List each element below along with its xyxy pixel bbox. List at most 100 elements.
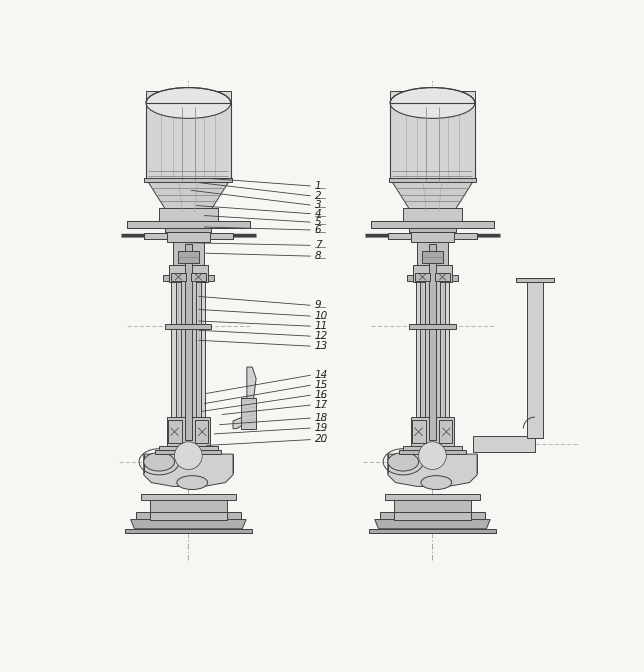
Text: 13: 13 [315,341,328,351]
Bar [390,103,475,182]
Bar [394,512,471,519]
Text: 12: 12 [315,331,328,341]
Bar [194,420,209,444]
Bar [171,273,186,281]
Circle shape [419,442,446,470]
Text: 17: 17 [315,400,328,410]
Bar [127,221,250,228]
Polygon shape [388,454,477,487]
Text: 1: 1 [315,181,321,191]
Bar [176,282,201,417]
Text: 11: 11 [315,321,328,331]
Text: 10: 10 [315,311,328,321]
Text: 2: 2 [315,191,321,201]
Text: 18: 18 [315,413,328,423]
Text: 8: 8 [315,251,321,261]
Bar [425,275,440,425]
Bar [155,450,222,454]
Bar [388,177,477,182]
Bar [166,228,211,232]
Bar [439,420,453,444]
Bar [390,91,475,182]
Bar [168,420,182,444]
Bar [403,446,462,450]
Bar [473,436,535,452]
Polygon shape [144,454,233,487]
Bar [181,275,196,425]
Bar [159,208,218,221]
Bar [417,243,448,265]
Bar [403,208,462,221]
Ellipse shape [421,476,451,489]
Bar [371,221,494,228]
Bar [173,243,204,265]
Bar [167,232,210,243]
Bar [150,512,227,519]
Bar [516,278,554,282]
Bar [527,282,542,438]
Bar [415,282,450,417]
Text: 4: 4 [315,209,321,219]
Bar [140,494,236,500]
Bar [429,244,436,440]
Bar [167,417,210,446]
Text: 7: 7 [315,241,321,251]
Ellipse shape [146,87,231,118]
Polygon shape [131,519,246,529]
Bar [412,420,426,444]
Bar [407,275,413,281]
Bar [380,512,485,519]
Text: 5: 5 [315,217,321,227]
Bar [420,282,445,417]
Bar [144,233,167,239]
Text: 15: 15 [315,380,328,390]
Bar [413,265,451,282]
Text: 3: 3 [315,200,321,210]
Bar [394,500,471,512]
Bar [159,446,218,450]
Text: 6: 6 [315,225,321,235]
Text: 9: 9 [315,300,321,310]
Polygon shape [375,519,490,529]
Bar [410,228,455,232]
Bar [146,91,231,182]
Bar [411,417,454,446]
Text: 14: 14 [315,370,328,380]
Bar [171,282,205,417]
Text: 16: 16 [315,390,328,400]
Bar [451,275,458,281]
Bar [210,233,233,239]
Bar [415,273,430,281]
Bar [136,512,241,519]
Bar [144,177,232,182]
Bar [422,251,443,263]
Bar [371,221,494,228]
Bar [166,324,211,329]
Bar [127,221,250,228]
Ellipse shape [144,452,175,471]
Bar [384,494,480,500]
Bar [146,103,231,182]
Polygon shape [148,182,229,212]
Bar [369,529,496,534]
Ellipse shape [177,476,207,489]
Bar [454,233,477,239]
Bar [410,324,455,329]
Bar [411,232,454,243]
Bar [435,273,450,281]
Polygon shape [233,367,256,429]
Bar [399,450,466,454]
Bar [185,244,192,440]
Text: 20: 20 [315,435,328,444]
Text: 19: 19 [315,423,328,433]
Circle shape [175,442,202,470]
Polygon shape [392,182,473,212]
Bar [241,398,256,429]
Bar [150,500,227,512]
Bar [191,273,206,281]
Bar [388,233,411,239]
Ellipse shape [390,87,475,118]
Ellipse shape [388,452,419,471]
Bar [178,251,199,263]
Bar [125,529,252,534]
